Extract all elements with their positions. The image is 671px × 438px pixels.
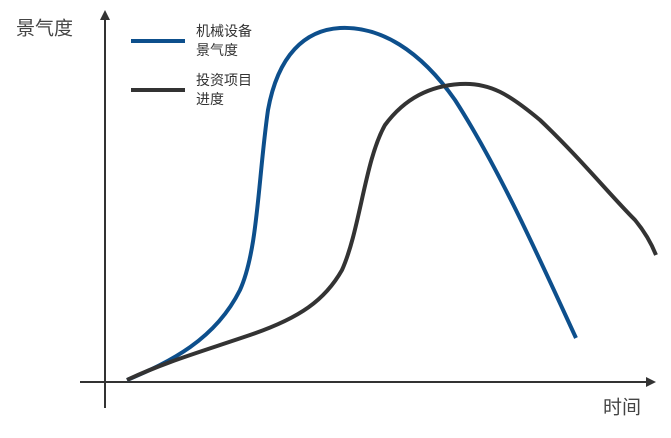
legend-text: 投资项目	[196, 73, 252, 89]
machinery-curve	[126, 25, 578, 382]
x-axis-label: 时间	[603, 397, 641, 419]
investment-curve	[126, 81, 658, 382]
legend-text: 进度	[196, 92, 224, 108]
legend-text: 景气度	[196, 43, 238, 59]
y-axis-label: 景气度	[16, 18, 73, 40]
legend-text: 机械设备	[196, 23, 252, 40]
